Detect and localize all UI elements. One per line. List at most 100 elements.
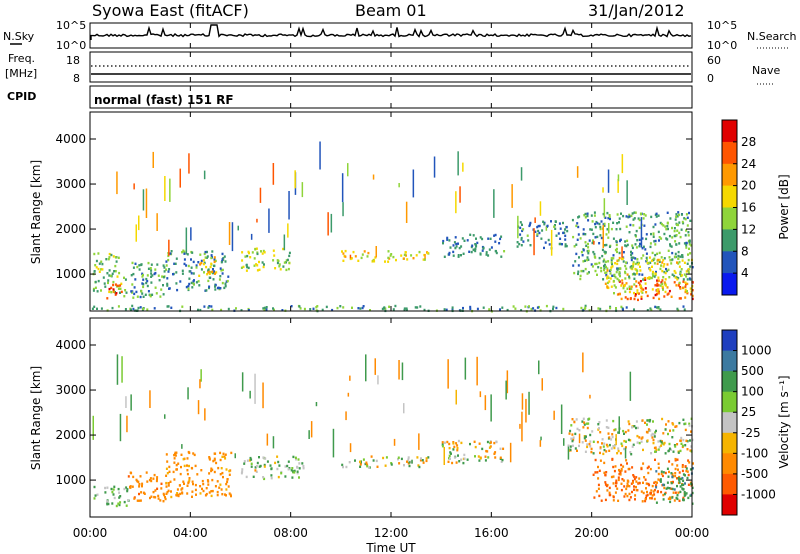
data-cell (177, 462, 180, 465)
data-cell (359, 463, 362, 466)
x-tick-label: 12:00 (374, 526, 409, 540)
data-cell (136, 499, 139, 502)
data-cell (666, 269, 669, 273)
data-cell (678, 281, 681, 285)
data-cell (677, 223, 680, 227)
data-cell (460, 441, 463, 445)
data-cell (571, 439, 574, 443)
data-cell (650, 215, 653, 219)
data-cell (162, 293, 165, 296)
data-cell (603, 471, 606, 474)
data-cell (456, 444, 459, 447)
data-cell (246, 254, 249, 258)
colorbar-segment (722, 163, 737, 187)
data-cell (671, 436, 674, 439)
data-cell (366, 465, 369, 468)
data-cell (653, 275, 656, 278)
data-cell (629, 287, 631, 291)
data-cell (661, 282, 664, 285)
data-cell (278, 263, 281, 266)
data-cell (520, 309, 523, 312)
data-cell (608, 493, 611, 497)
data-cell (205, 289, 208, 292)
data-cell (119, 495, 122, 498)
colorbar-segment (722, 412, 737, 434)
data-cell (666, 467, 669, 470)
data-cell (112, 488, 115, 491)
data-cell (295, 458, 297, 461)
data-cell (96, 493, 99, 496)
data-cell (156, 476, 159, 479)
data-cell (219, 451, 222, 455)
data-cell (576, 238, 579, 241)
data-streak (199, 379, 201, 389)
data-cell (215, 461, 218, 465)
data-streak (455, 191, 457, 214)
data-cell (395, 258, 397, 262)
data-cell (207, 483, 210, 486)
data-cell (618, 273, 621, 276)
data-cell (657, 462, 660, 465)
data-cell (686, 292, 689, 295)
data-cell (588, 309, 591, 312)
data-streak (405, 201, 408, 223)
data-cell (647, 482, 650, 486)
data-cell (112, 493, 115, 496)
freq-tick-top: 18 (66, 54, 80, 67)
data-cell (130, 290, 133, 293)
data-cell (639, 269, 642, 272)
data-cell (633, 308, 635, 311)
data-cell (195, 281, 198, 284)
data-cell (683, 308, 686, 311)
data-streak (553, 410, 555, 420)
data-cell (397, 458, 399, 461)
data-cell (262, 307, 265, 310)
data-cell (487, 237, 490, 240)
data-cell (540, 237, 543, 240)
data-cell (634, 293, 637, 296)
data-cell (602, 260, 605, 263)
data-cell (620, 463, 623, 467)
data-cell (645, 259, 648, 262)
data-cell (666, 263, 669, 266)
data-cell (674, 467, 677, 471)
data-streak (433, 156, 436, 178)
data-cell (272, 259, 275, 262)
data-cell (576, 427, 579, 431)
nave-label: Nave (752, 64, 780, 77)
data-cell (639, 265, 641, 268)
data-cell (652, 270, 654, 274)
data-cell (562, 231, 565, 235)
data-streak (179, 168, 181, 188)
data-cell (616, 452, 619, 455)
data-cell (202, 482, 205, 486)
data-cell (642, 481, 644, 484)
data-cell (183, 482, 185, 485)
data-cell (612, 482, 615, 485)
data-cell (387, 256, 390, 260)
data-cell (652, 490, 655, 493)
data-cell (676, 229, 679, 232)
data-cell (666, 286, 669, 289)
data-streak (602, 187, 604, 193)
data-cell (123, 276, 125, 279)
data-cell (668, 487, 671, 490)
data-cell (577, 270, 580, 273)
data-cell (416, 456, 419, 459)
data-cell (596, 235, 599, 239)
data-cell (392, 255, 395, 259)
data-cell (131, 261, 134, 265)
data-cell (597, 423, 600, 426)
data-cell (277, 460, 280, 464)
x-tick-label: 04:00 (173, 526, 208, 540)
data-cell (179, 484, 181, 487)
data-streak (262, 382, 264, 409)
data-cell (619, 239, 621, 243)
data-cell (589, 445, 592, 448)
data-cell (217, 466, 220, 470)
data-cell (179, 472, 182, 476)
data-streak (164, 176, 166, 201)
data-cell (453, 241, 456, 244)
data-cell (632, 474, 635, 477)
data-cell (688, 247, 690, 250)
